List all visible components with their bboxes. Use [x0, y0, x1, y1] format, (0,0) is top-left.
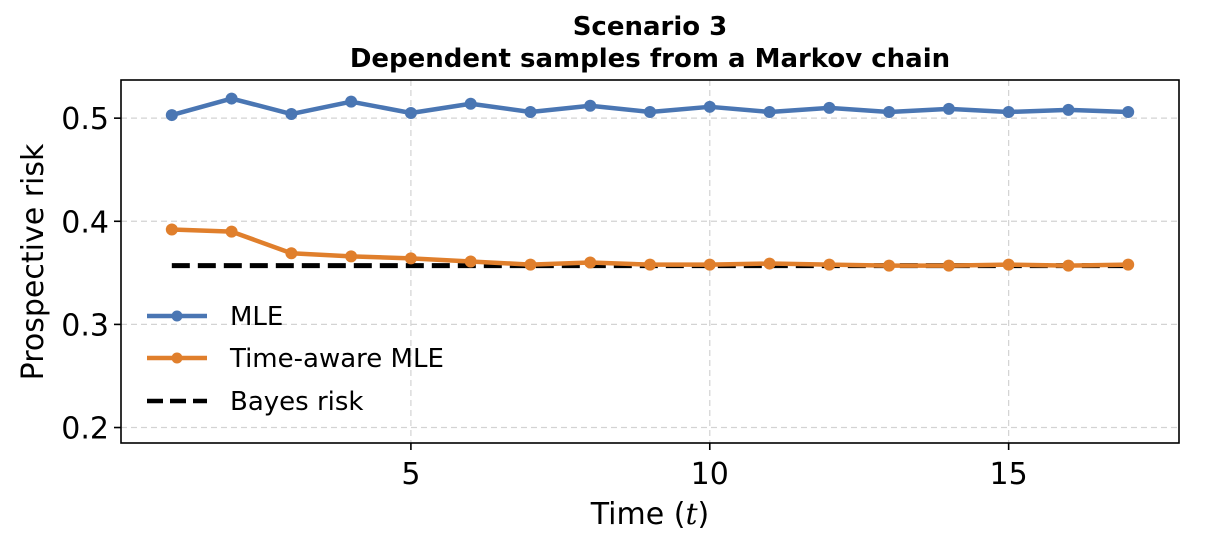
series-mle [165, 92, 1135, 122]
data-point-mle [644, 105, 656, 118]
legend-label-mle: MLE [230, 302, 283, 332]
data-point-time-aware-mle [703, 258, 716, 271]
data-point-mle [524, 105, 537, 118]
data-point-mle [883, 105, 896, 118]
data-point-time-aware-mle [1062, 259, 1075, 272]
ticks: 5 10 15 0.2 0.3 0.4 0.5 [61, 102, 1027, 492]
data-point-mle [584, 99, 597, 112]
data-point-time-aware-mle [345, 250, 358, 263]
data-point-mle [1122, 105, 1135, 118]
data-point-time-aware-mle [1122, 258, 1135, 271]
y-tick-label: 0.3 [61, 308, 109, 343]
data-point-time-aware-mle [644, 258, 656, 271]
data-point-time-aware-mle [225, 225, 238, 238]
legend-marker-time-aware-mle [171, 352, 183, 364]
x-tick-label: 15 [990, 457, 1028, 492]
data-point-mle [763, 105, 776, 118]
data-point-time-aware-mle [404, 252, 417, 265]
data-point-mle [345, 95, 358, 108]
chart-subtitle: Dependent samples from a Markov chain [350, 44, 950, 74]
series-layer [165, 92, 1135, 272]
data-point-time-aware-mle [1002, 258, 1015, 271]
legend-label-bayes-risk: Bayes risk [230, 387, 363, 417]
y-axis-label: Prospective risk [16, 143, 51, 380]
legend-marker-mle [171, 310, 183, 322]
data-point-mle [942, 102, 955, 115]
x-tick-label: 10 [691, 457, 729, 492]
data-point-time-aware-mle [584, 256, 597, 269]
chart-title: Scenario 3 [573, 12, 728, 42]
data-point-mle [464, 97, 477, 110]
x-tick-label: 5 [401, 457, 420, 492]
x-axis-label: Time (t) [590, 497, 709, 532]
y-tick-label: 0.4 [61, 205, 109, 240]
data-point-time-aware-mle [524, 258, 537, 271]
series-time-aware-mle [165, 223, 1135, 272]
data-point-mle [1062, 103, 1075, 116]
data-point-time-aware-mle [883, 259, 896, 272]
plot-frame [120, 79, 1180, 444]
data-point-time-aware-mle [464, 255, 477, 268]
data-point-mle [165, 109, 178, 122]
data-point-mle [703, 100, 716, 113]
data-point-mle [823, 101, 836, 114]
data-point-time-aware-mle [763, 257, 776, 270]
y-tick-label: 0.5 [61, 102, 109, 137]
data-point-time-aware-mle [285, 247, 298, 260]
data-point-time-aware-mle [165, 223, 178, 236]
data-point-mle [404, 107, 417, 119]
data-point-mle [285, 108, 298, 121]
data-point-time-aware-mle [823, 258, 836, 271]
y-tick-label: 0.2 [61, 412, 109, 447]
legend: MLE Time-aware MLE Bayes risk [147, 302, 444, 417]
legend-label-time-aware-mle: Time-aware MLE [229, 344, 444, 374]
data-point-mle [1002, 105, 1015, 118]
data-point-mle [225, 92, 238, 105]
data-point-time-aware-mle [942, 259, 955, 272]
